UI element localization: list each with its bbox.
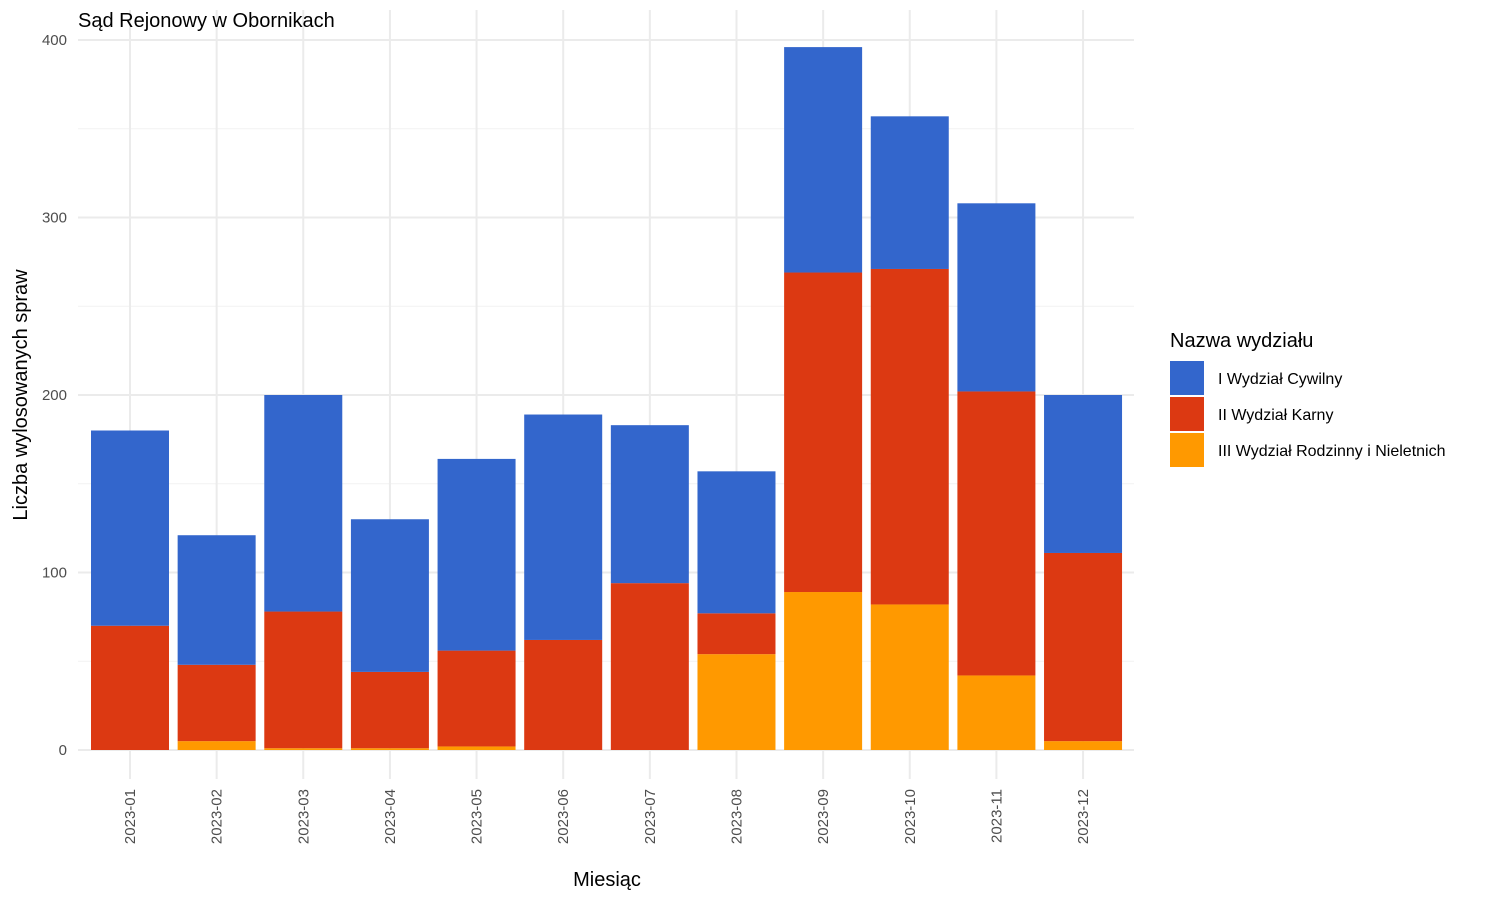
- x-tick-label: 2023-01: [122, 789, 139, 844]
- y-tick-label: 300: [42, 210, 67, 227]
- bar-segment-2023-08-ii: [697, 613, 776, 655]
- y-tick-label: 400: [42, 32, 67, 49]
- x-tick-label: 2023-09: [815, 789, 832, 844]
- bar-segment-2023-02-iii: [177, 741, 256, 750]
- bar-segment-2023-09-i: [784, 47, 863, 273]
- y-tick-label: 100: [42, 565, 67, 582]
- x-tick-label: 2023-07: [642, 789, 659, 844]
- x-tick-label: 2023-08: [728, 789, 745, 844]
- x-tick-label: 2023-04: [382, 789, 399, 844]
- legend-label: III Wydział Rodzinny i Nieletnich: [1218, 443, 1446, 460]
- y-axis-title: Liczba wylosowanych spraw: [10, 269, 32, 521]
- bar-segment-2023-10-iii: [870, 604, 949, 750]
- bar-segment-2023-06-i: [524, 414, 603, 640]
- bar-segment-2023-11-ii: [957, 391, 1036, 676]
- x-tick-label: 2023-02: [209, 789, 226, 844]
- bar-segment-2023-02-i: [177, 535, 256, 665]
- bar-segment-2023-04-ii: [350, 671, 429, 749]
- bar-segment-2023-05-iii: [437, 746, 516, 750]
- bar-segment-2023-07-ii: [610, 583, 689, 750]
- y-tick-label: 200: [42, 387, 67, 404]
- bars: [91, 47, 1123, 750]
- bar-segment-2023-12-i: [1044, 395, 1123, 553]
- bar-segment-2023-09-ii: [784, 272, 863, 593]
- legend: Nazwa wydziału I Wydział Cywilny II Wydzi…: [1170, 330, 1446, 467]
- bar-segment-2023-12-ii: [1044, 552, 1123, 742]
- bar-segment-2023-10-ii: [870, 268, 949, 605]
- bar-segment-2023-06-ii: [524, 639, 603, 750]
- x-tick-label: 2023-05: [469, 789, 486, 844]
- bar-segment-2023-04-i: [350, 519, 429, 672]
- bar-segment-2023-09-iii: [784, 592, 863, 750]
- x-axis-title: Miesiąc: [573, 869, 641, 891]
- y-tick-label: 0: [59, 742, 67, 759]
- bar-segment-2023-08-iii: [697, 654, 776, 750]
- chart-title: Sąd Rejonowy w Obornikach: [78, 10, 335, 32]
- y-axis-ticks: 0 100 200 300 400: [42, 32, 67, 759]
- bar-segment-2023-08-i: [697, 471, 776, 614]
- x-tick-label: 2023-10: [902, 789, 919, 844]
- bar-segment-2023-11-i: [957, 203, 1036, 392]
- x-tick-label: 2023-06: [555, 789, 572, 844]
- bar-segment-2023-12-iii: [1044, 741, 1123, 750]
- bar-segment-2023-11-iii: [957, 675, 1036, 750]
- legend-label: II Wydział Karny: [1218, 407, 1333, 424]
- x-tick-label: 2023-12: [1075, 789, 1092, 844]
- bar-segment-2023-01-i: [91, 430, 169, 626]
- bar-segment-2023-07-i: [610, 425, 689, 584]
- x-tick-label: 2023-11: [988, 789, 1005, 843]
- bar-segment-2023-03-ii: [264, 611, 343, 749]
- bar-segment-2023-05-ii: [437, 650, 516, 747]
- legend-swatch: [1170, 433, 1204, 467]
- x-tick-label: 2023-03: [295, 789, 312, 844]
- legend-swatch: [1170, 361, 1204, 395]
- bar-segment-2023-02-ii: [177, 664, 256, 742]
- bar-segment-2023-01-ii: [91, 625, 169, 750]
- legend-title: Nazwa wydziału: [1170, 330, 1313, 352]
- bar-segment-2023-10-i: [870, 116, 949, 269]
- bar-segment-2023-05-i: [437, 458, 516, 651]
- bar-segment-2023-03-i: [264, 395, 343, 612]
- legend-swatch: [1170, 397, 1204, 431]
- bar-segment-2023-03-iii: [264, 748, 343, 750]
- legend-label: I Wydział Cywilny: [1218, 371, 1342, 388]
- bar-segment-2023-04-iii: [350, 748, 429, 750]
- x-axis-ticks: 2023-01 2023-02 2023-03 2023-04 2023-05 2023-…: [122, 789, 1092, 844]
